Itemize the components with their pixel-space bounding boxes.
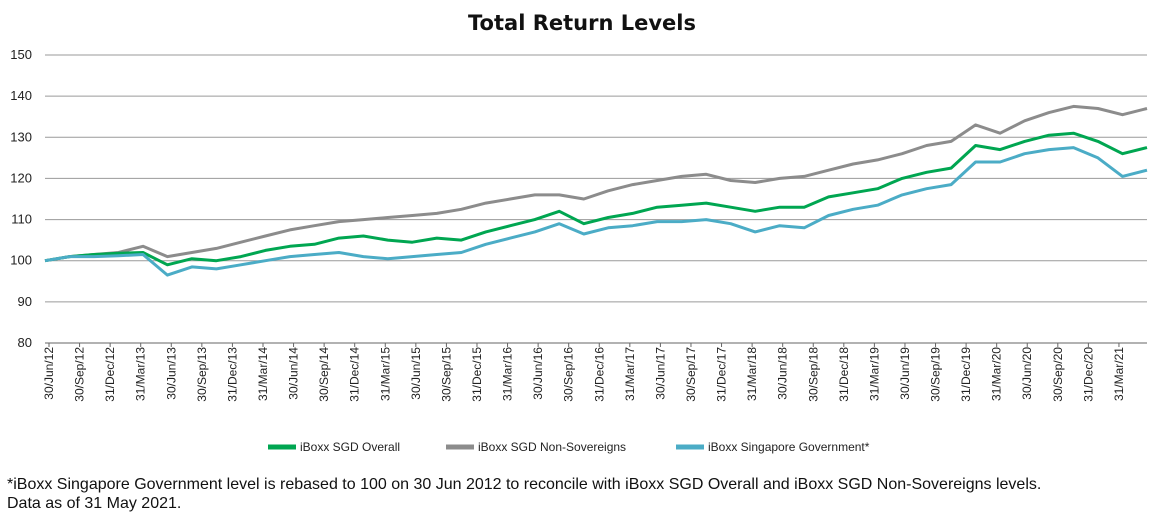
footnote-line-1: *iBoxx Singapore Government level is reb… <box>7 476 1042 493</box>
x-tick-label: 31/Dec/14 <box>348 347 362 402</box>
x-tick-label: 31/Mar/18 <box>745 347 759 401</box>
y-tick-label: 130 <box>10 129 32 144</box>
chart: Total Return Levels 80 90 100 110 120 130 140 1… <box>10 11 1148 454</box>
footnote-line-2: Data as of 31 May 2021. <box>7 495 182 512</box>
x-tick-label: 30/Sep/13 <box>195 347 209 402</box>
grid-layer <box>45 54 1147 347</box>
x-tick-label: 30/Sep/15 <box>439 347 453 402</box>
y-tick-label: 120 <box>10 170 32 185</box>
legend-label-3: iBoxx Singapore Government* <box>708 440 870 454</box>
x-tick-label: 31/Mar/17 <box>623 347 637 401</box>
x-tick-label: 30/Jun/17 <box>653 347 667 400</box>
x-tick-label: 31/Mar/15 <box>378 347 392 401</box>
x-tick-label: 31/Mar/19 <box>867 347 881 401</box>
x-tick-label: 30/Jun/18 <box>776 347 790 400</box>
legend: iBoxx SGD Overall iBoxx SGD Non-Sovereign… <box>268 440 870 454</box>
series-layer <box>44 104 1148 277</box>
x-tick-label: 31/Mar/21 <box>1112 347 1126 401</box>
legend-label-2: iBoxx SGD Non-Sovereigns <box>478 440 626 454</box>
y-tick-label: 100 <box>10 253 32 268</box>
y-tick-label: 150 <box>10 47 32 62</box>
x-tick-label: 30/Jun/19 <box>898 347 912 400</box>
x-tick-label: 30/Jun/13 <box>164 347 178 400</box>
x-tick-label: 30/Sep/18 <box>806 347 820 402</box>
x-tick-label: 30/Sep/20 <box>1051 347 1065 402</box>
x-tick-label: 30/Sep/16 <box>562 347 576 402</box>
x-tick-label: 31/Dec/12 <box>103 347 117 402</box>
x-tick-label: 30/Jun/15 <box>409 347 423 400</box>
x-tick-label: 30/Jun/20 <box>1020 347 1034 400</box>
x-tick-label: 30/Jun/16 <box>531 347 545 400</box>
x-axis: 30/Jun/12 30/Sep/12 31/Dec/12 31/Mar/13 30/J… <box>42 347 1126 402</box>
x-tick-label: 31/Mar/16 <box>501 347 515 401</box>
y-tick-label: 80 <box>18 335 32 350</box>
x-tick-label: 31/Dec/17 <box>715 347 729 402</box>
x-tick-label: 31/Dec/15 <box>470 347 484 402</box>
series-line-2 <box>44 104 1148 263</box>
x-tick-label: 31/Dec/16 <box>592 347 606 402</box>
y-axis: 80 90 100 110 120 130 140 150 <box>10 47 32 350</box>
x-tick-label: 31/Dec/20 <box>1081 347 1095 402</box>
x-tick-label: 31/Dec/18 <box>837 347 851 402</box>
x-tick-label: 31/Dec/13 <box>225 347 239 402</box>
footnote: *iBoxx Singapore Government level is reb… <box>7 475 1157 513</box>
x-tick-label: 30/Sep/12 <box>73 347 87 402</box>
x-tick-label: 30/Sep/14 <box>317 347 331 402</box>
x-tick-label: 31/Mar/13 <box>134 347 148 401</box>
y-tick-label: 110 <box>11 212 32 227</box>
y-tick-label: 140 <box>10 88 32 103</box>
series-line-1 <box>44 131 1148 267</box>
x-tick-label: 30/Jun/12 <box>42 347 56 400</box>
chart-title: Total Return Levels <box>468 11 696 35</box>
x-tick-label: 31/Mar/20 <box>990 347 1004 401</box>
y-tick-label: 90 <box>18 294 32 309</box>
x-tick-label: 30/Sep/17 <box>684 347 698 402</box>
series-line-3 <box>44 146 1148 277</box>
x-tick-label: 31/Mar/14 <box>256 347 270 401</box>
x-tick-label: 30/Sep/19 <box>929 347 943 402</box>
x-tick-label: 31/Dec/19 <box>959 347 973 402</box>
x-tick-label: 30/Jun/14 <box>287 347 301 400</box>
legend-label-1: iBoxx SGD Overall <box>300 440 400 454</box>
